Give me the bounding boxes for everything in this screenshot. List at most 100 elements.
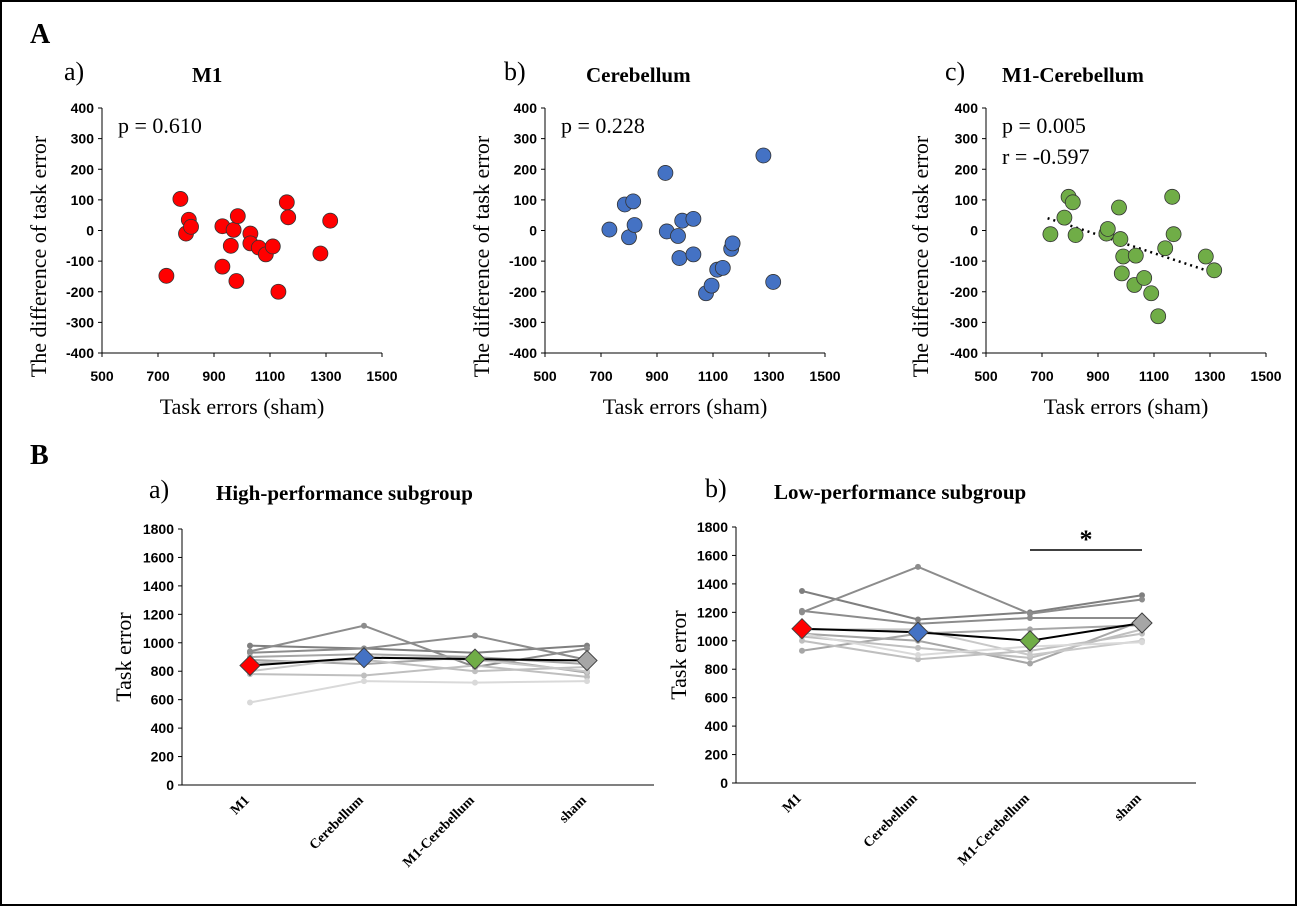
data-point [1067,227,1084,243]
individual-point [799,588,805,594]
x-axis-label: Task errors (sham) [603,394,768,419]
x-tick-label: 1500 [1250,368,1281,384]
y-tick-label: 400 [514,100,538,116]
x-tick-label: 1100 [255,368,286,384]
chart-title: High-performance subgroup [216,481,473,505]
data-point [312,245,329,262]
data-point [1206,262,1223,279]
chart-title: M1 [192,63,222,87]
y-tick-label: -300 [509,314,537,330]
y-tick-label: 1000 [143,635,174,651]
x-category-label: Cerebellum [307,793,367,853]
data-point [625,193,642,210]
individual-point [584,678,590,685]
data-point [685,246,702,263]
subpanel-letter: b) [705,474,727,503]
mean-marker [1131,612,1153,634]
mean-line [249,656,588,667]
y-tick-label: 1800 [697,519,728,535]
data-point [214,258,231,275]
x-tick-label: 1100 [698,368,729,384]
individual-line [801,590,1143,621]
mean-marker [1019,630,1041,652]
y-tick-label: 200 [955,161,979,177]
y-tick-label: 100 [514,192,538,208]
data-point [228,273,245,289]
data-point [225,221,242,238]
y-tick-label: 0 [720,775,728,791]
y-tick-label: -300 [66,314,94,330]
mean-marker [907,621,929,643]
y-tick-label: 1400 [697,576,728,592]
data-point [601,221,618,238]
individual-point [247,699,253,706]
y-axis-label: The difference of task error [469,135,494,377]
data-point [158,267,175,284]
individual-point [361,622,367,629]
y-tick-label: 300 [955,131,979,147]
data-point [724,235,741,252]
data-point [626,217,643,233]
individual-line [249,664,588,678]
individual-point [915,652,921,658]
individual-point [1027,610,1033,617]
y-tick-label: 1200 [697,604,728,620]
data-point [222,237,239,254]
y-tick-label: 600 [151,692,175,708]
y-axis-label: Task error [111,612,136,702]
individual-line [249,634,588,661]
data-point [1143,285,1160,302]
individual-line [249,680,588,704]
individual-point [799,607,805,614]
data-point [685,210,702,227]
data-point [671,250,688,266]
data-point [280,209,297,226]
x-category-label: M1-Cerebellum [955,791,1033,869]
mean-marker [464,648,486,670]
data-point [1056,209,1073,226]
chart-title: Cerebellum [586,63,691,87]
data-point [1113,265,1130,282]
panel-label-B: B [30,440,49,471]
data-point [183,218,199,235]
y-tick-label: 800 [151,663,175,679]
x-tick-label: 1300 [310,368,341,384]
data-point [1197,248,1214,265]
x-tick-label: 900 [202,368,226,384]
x-category-label: M1-Cerebellum [400,793,478,871]
chart-title: Low-performance subgroup [774,480,1026,504]
stat-annotation: p = 0.228 [561,113,645,138]
individual-line [801,632,1143,661]
stat-annotation: p = 0.610 [118,113,202,138]
individual-line [802,628,1143,657]
y-axis-label: The difference of task error [908,135,933,377]
individual-line [801,565,1143,615]
y-tick-label: 800 [705,661,729,677]
individual-point [472,632,478,639]
y-tick-label: -100 [950,253,978,269]
stat-annotation: p = 0.005 [1002,113,1086,138]
data-point [714,259,731,276]
y-tick-label: 200 [705,747,729,763]
x-tick-label: 1300 [1194,368,1225,384]
subpanel-letter: a) [149,475,169,504]
mean-marker [576,649,598,672]
x-tick-label: 500 [533,368,557,384]
data-point [657,165,674,181]
x-axis-label: Task errors (sham) [160,394,325,419]
x-tick-label: 700 [146,368,170,384]
y-tick-label: -400 [66,345,94,361]
mean-line [801,622,1143,642]
y-tick-label: 200 [514,161,538,177]
individual-point [1139,592,1145,599]
y-tick-label: -400 [950,345,978,361]
data-point [172,191,189,207]
y-tick-label: 400 [71,100,95,116]
y-tick-label: -200 [950,284,978,300]
x-category-label: M1 [780,791,805,816]
data-point [1127,247,1144,264]
x-tick-label: 700 [1030,368,1054,384]
data-point [1064,194,1081,211]
subpanel-letter: a) [64,57,84,86]
subpanel-letter: c) [945,57,965,86]
